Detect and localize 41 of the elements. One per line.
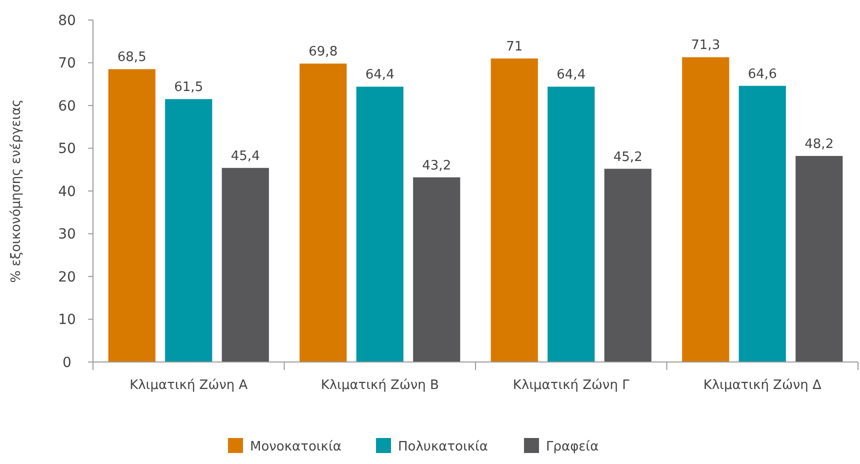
y-tick-label: 20 [58,269,76,286]
bar [356,86,404,362]
y-tick-label: 60 [58,98,76,114]
data-label: 71,3 [691,38,720,54]
bar [548,86,595,362]
data-label: 69,8 [308,44,338,60]
legend-label: Γραφεία [546,440,599,455]
y-tick-label: 50 [58,141,76,158]
y-tick-label: 40 [58,184,76,200]
data-label: 43,2 [422,158,452,174]
bar [165,99,212,362]
bar [222,168,269,362]
bar [490,58,538,362]
y-tick-label: 0 [62,354,72,371]
bar [108,69,156,362]
y-axis-title: % εξοικονόμησης ενέργειας [9,99,24,283]
y-tick-label: 70 [58,56,76,72]
y-tick-label: 80 [58,12,76,29]
data-label: 61,5 [174,80,204,96]
x-tick-label: Κλιματική Ζώνη Γ [512,378,630,393]
data-label: 45,4 [230,148,260,164]
x-tick-label: Κλιματική Ζώνη Α [130,378,248,393]
data-label: 71 [506,39,523,54]
x-tick-label: Κλιματική Ζώνη Δ [703,378,822,393]
y-tick-label: 10 [58,312,76,328]
data-label: 64,6 [748,66,777,82]
y-tick-label: 30 [58,226,76,243]
bar [796,156,843,362]
bar [682,57,730,362]
data-label: 68,5 [117,50,146,66]
data-label: 64,4 [556,68,586,83]
legend-label: Μονοκατοικία [250,440,342,455]
data-label: 64,4 [365,68,394,83]
legend-label: Πολυκατοικία [398,440,488,455]
bar [413,177,460,362]
data-label: 48,2 [804,136,834,152]
bar [604,168,652,362]
bar [300,64,347,362]
data-label: 45,2 [613,150,642,165]
bar [738,86,786,362]
x-tick-label: Κλιματική Ζώνη Β [320,378,439,393]
